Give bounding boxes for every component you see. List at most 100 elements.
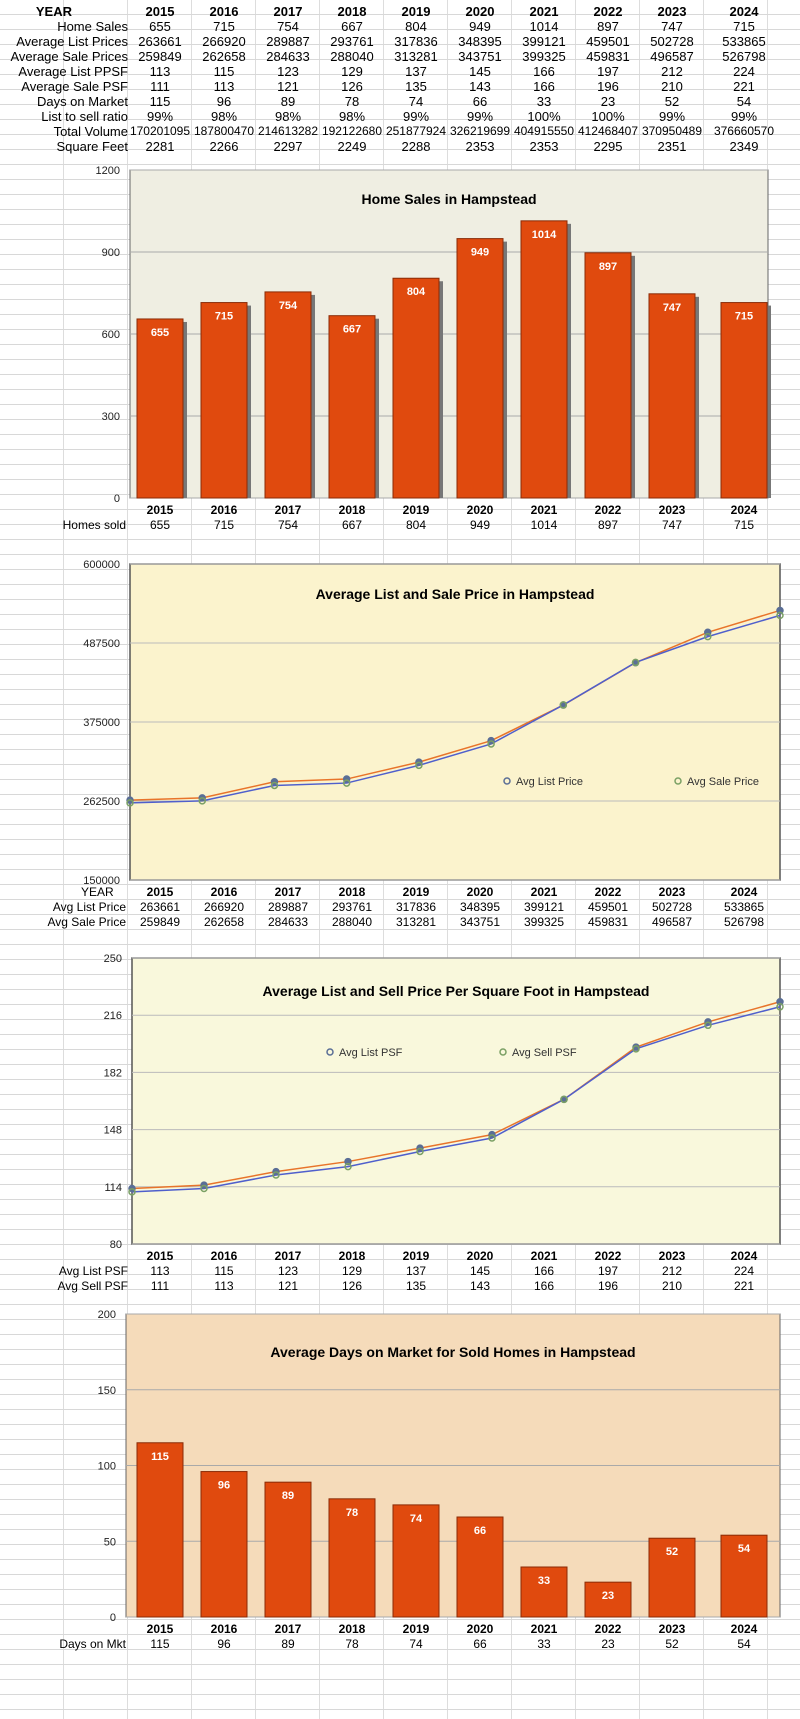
table-cell: 113 — [214, 1279, 233, 1293]
x-tick-label: 2021 — [531, 1622, 558, 1636]
table-cell: 2351 — [657, 139, 687, 154]
bar — [584, 252, 632, 499]
y-tick-label: 375000 — [83, 717, 120, 729]
table-cell: 23 — [601, 1637, 615, 1651]
y-tick-label: 114 — [104, 1182, 122, 1194]
table-year-header: 2024 — [729, 4, 759, 19]
x-tick-label: 2018 — [339, 1249, 366, 1263]
table-cell: 897 — [598, 518, 618, 532]
table-cell: 288040 — [332, 915, 372, 929]
days-on-market-chart: 0 50 100 150 200 Average Days on Market for S… — [0, 1309, 800, 1670]
table-cell: 52 — [665, 1637, 679, 1651]
table-cell: 210 — [662, 1279, 682, 1293]
table-cell: 89 — [280, 94, 296, 109]
table-cell: 715 — [734, 518, 754, 532]
x-tick-label: 2023 — [659, 1249, 686, 1263]
table-cell: 166 — [533, 79, 555, 94]
table-cell: 412468407 — [577, 124, 639, 138]
table-cell: 99% — [658, 109, 686, 124]
data-point — [342, 779, 351, 787]
bar — [584, 1581, 632, 1618]
table-cell: 187800470 — [193, 124, 255, 138]
x-tick-label: 2016 — [211, 503, 238, 517]
bar-value-label: 33 — [538, 1575, 550, 1587]
table-cell: 376660570 — [713, 124, 775, 138]
bar — [392, 1504, 440, 1618]
y-tick-label: 900 — [102, 247, 120, 259]
y-tick-label: 100 — [98, 1461, 116, 1473]
table-cell: 1014 — [529, 19, 559, 34]
table-cell: 33 — [536, 94, 552, 109]
table-cell: 1014 — [531, 518, 558, 532]
data-point — [344, 1157, 352, 1166]
table-cell: 137 — [406, 1264, 426, 1278]
bar — [200, 302, 248, 499]
x-tick-label: 2019 — [403, 1249, 430, 1263]
table-cell: 115 — [150, 1637, 169, 1651]
data-point — [776, 1003, 784, 1011]
table-cell: 317836 — [396, 900, 436, 914]
table-cell: 526798 — [722, 49, 766, 64]
table-cell: 496587 — [652, 915, 692, 929]
bar — [392, 277, 440, 499]
table-cell: 78 — [344, 94, 360, 109]
legend-marker — [499, 1048, 507, 1056]
table-cell: 317836 — [394, 34, 438, 49]
table-cell: 129 — [341, 64, 363, 79]
x-tick-label: 2015 — [147, 1249, 174, 1263]
series-line — [131, 1001, 781, 1190]
x-tick-label: 2016 — [211, 1249, 238, 1263]
table-cell: 221 — [734, 1279, 754, 1293]
table-row-label: Total Volume — [53, 124, 128, 139]
x-tick-label: 2020 — [467, 503, 494, 517]
data-point — [198, 797, 206, 805]
bar-value-label: 715 — [215, 311, 233, 323]
bar — [200, 1471, 248, 1618]
table-cell: 54 — [736, 94, 752, 109]
table-cell: 897 — [597, 19, 619, 34]
x-tick-label: 2016 — [211, 1622, 238, 1636]
table-cell: 293761 — [332, 900, 372, 914]
y-tick-label: 200 — [98, 1310, 116, 1321]
table-cell: 251877924 — [385, 124, 447, 138]
table-row-label: Average List Prices — [16, 34, 128, 49]
x-tick-label: 2022 — [595, 885, 622, 899]
table-cell: 99% — [402, 109, 430, 124]
series-line — [129, 614, 781, 804]
legend-marker — [503, 777, 511, 785]
table-cell: 66 — [473, 1637, 487, 1651]
table-cell: 370950489 — [641, 124, 703, 138]
x-tick-label: 2017 — [275, 1622, 302, 1636]
bar-value-label: 655 — [151, 327, 169, 339]
table-cell: 113 — [150, 1264, 169, 1278]
table-cell: 2288 — [401, 139, 431, 154]
table-cell: 293761 — [330, 34, 374, 49]
table-year-header: 2016 — [209, 4, 239, 19]
table-cell: 399325 — [522, 49, 566, 64]
plot-area — [131, 957, 781, 1245]
legend-marker — [674, 777, 682, 785]
y-tick-label: 150 — [98, 1385, 116, 1397]
table-cell: 715 — [214, 518, 234, 532]
data-point — [272, 1171, 280, 1179]
data-point — [776, 606, 784, 615]
y-tick-label: 216 — [104, 1010, 122, 1022]
x-tick-label: 2022 — [595, 503, 622, 517]
table-cell: 221 — [733, 79, 755, 94]
table-cell: 145 — [470, 1264, 490, 1278]
bar-value-label: 754 — [279, 300, 298, 312]
table-cell: 115 — [214, 1264, 233, 1278]
table-cell: 459831 — [588, 915, 628, 929]
table-cell: 262658 — [202, 49, 246, 64]
table-cell: 98% — [274, 109, 302, 124]
data-point — [559, 701, 568, 709]
x-tick-label: 2018 — [339, 885, 366, 899]
table-cell: 2353 — [465, 139, 495, 154]
bar — [136, 1442, 184, 1618]
table-cell: 2266 — [209, 139, 239, 154]
y-tick-label: 0 — [110, 1612, 116, 1624]
table-cell: 54 — [737, 1637, 751, 1651]
table-cell: 266920 — [204, 900, 244, 914]
table-cell: 313281 — [396, 915, 436, 929]
bar-value-label: 715 — [735, 311, 753, 323]
